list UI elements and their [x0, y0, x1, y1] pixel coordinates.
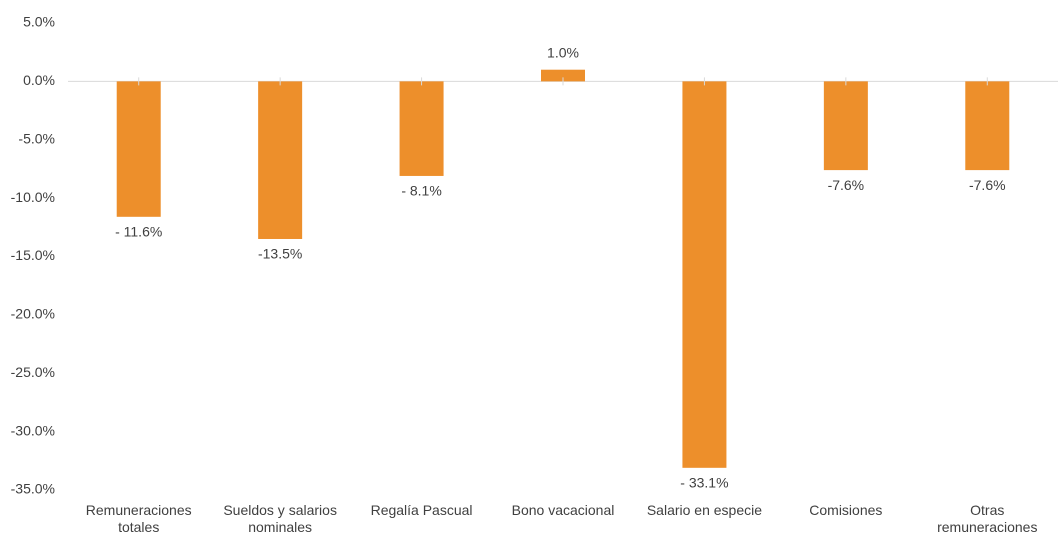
- y-tick-label: -35.0%: [11, 481, 55, 497]
- value-label: -7.6%: [828, 177, 865, 193]
- bar: [541, 69, 585, 82]
- x-tick-label: Remuneraciones totales: [85, 502, 192, 535]
- x-tick-label: Otras remuneraciones: [937, 502, 1038, 535]
- bar: [258, 81, 303, 239]
- bar: [823, 81, 868, 171]
- value-label: -13.5%: [258, 246, 302, 262]
- x-tick-label: Bono vacacional: [511, 502, 615, 518]
- value-label: -7.6%: [969, 177, 1006, 193]
- y-tick-label: 0.0%: [23, 72, 55, 88]
- bar: [965, 81, 1010, 171]
- y-tick-label: -10.0%: [11, 189, 55, 205]
- value-label: - 11.6%: [115, 224, 162, 240]
- y-tick-label: -15.0%: [11, 247, 55, 263]
- value-label: - 33.1%: [680, 475, 728, 491]
- bar: [116, 81, 161, 217]
- bar: [399, 81, 444, 176]
- y-tick-label: 5.0%: [23, 14, 55, 30]
- y-tick-label: -30.0%: [11, 422, 55, 438]
- value-label: 1.0%: [547, 44, 579, 60]
- x-tick-label: Salario en especie: [646, 502, 763, 518]
- x-tick-label: Sueldos y salarios nominales: [223, 502, 337, 535]
- y-tick-label: -25.0%: [11, 364, 55, 380]
- y-tick-label: -20.0%: [11, 306, 55, 322]
- bar: [682, 81, 727, 468]
- x-tick-label: Comisiones: [809, 502, 883, 518]
- x-tick-label: Regalía Pascual: [370, 502, 473, 518]
- value-label: - 8.1%: [401, 183, 441, 199]
- y-tick-label: -5.0%: [18, 130, 55, 146]
